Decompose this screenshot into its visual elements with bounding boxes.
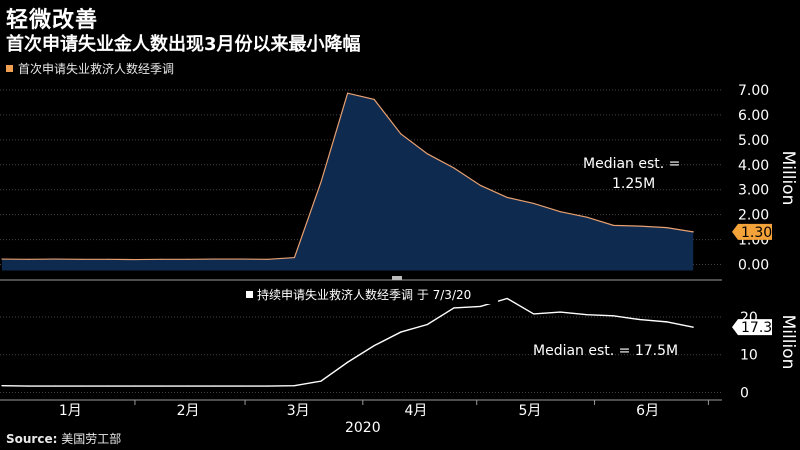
continuing-claims-point	[400, 331, 402, 333]
bottom-unit-label: Million	[778, 315, 798, 370]
initial-claims-point	[267, 258, 269, 260]
initial-claims-point	[559, 211, 561, 213]
continuing-claims-point	[27, 385, 30, 387]
initial-claims-point	[612, 224, 615, 226]
continuing-claims-point	[479, 305, 482, 307]
x-month-label: 1月	[59, 403, 82, 419]
bottom-ytick-label: 0	[740, 385, 749, 401]
x-axis: 1月 2月 3月 4月 5月 6月 2020	[0, 399, 722, 436]
initial-claims-point	[479, 184, 482, 187]
top-ytick-label: 5.00	[738, 133, 769, 149]
top-ytick-label: 3.00	[738, 183, 769, 199]
legend-swatch-continuing	[246, 291, 253, 298]
continuing-claims-point	[320, 380, 322, 382]
continuing-claims-point	[293, 385, 296, 387]
initial-claims-point	[134, 258, 136, 261]
x-month-label: 4月	[405, 403, 428, 419]
initial-claims-point	[400, 133, 402, 135]
initial-claims-point	[320, 181, 322, 183]
initial-claims-area	[2, 93, 694, 271]
initial-claims-point	[692, 231, 694, 233]
source-note: Source: 美国劳工部	[6, 430, 121, 447]
continuing-claims-point	[639, 319, 641, 321]
continuing-claims-point	[666, 321, 668, 323]
top-ytick-label: 0.00	[738, 258, 769, 274]
continuing-claims-point	[506, 297, 508, 300]
initial-claims-point	[373, 98, 375, 101]
initial-claims-point	[639, 225, 641, 227]
chart-subtitle: 首次申请失业金人数出现3月份以来最小降幅	[6, 34, 361, 55]
initial-claims-point	[107, 258, 109, 260]
initial-last-value: 1.30	[741, 225, 772, 241]
top-ytick-label: 7.00	[738, 83, 769, 99]
initial-claims-panel: 0.001.002.003.004.005.006.007.001.30Medi…	[0, 83, 798, 274]
continuing-claims-point	[107, 385, 109, 387]
continuing-claims-point	[612, 315, 615, 317]
continuing-claims-point	[81, 385, 83, 387]
source-value: 美国劳工部	[61, 432, 122, 446]
bottom-ytick-label: 10	[740, 348, 758, 364]
initial-claims-point	[533, 202, 535, 205]
initial-claims-point	[1, 258, 3, 260]
initial-claims-point	[240, 258, 242, 260]
continuing-last-value-badge	[732, 319, 772, 336]
initial-claims-point	[506, 196, 508, 199]
continuing-claims-point	[373, 345, 375, 347]
initial-claims-point	[54, 258, 56, 260]
top-ytick-label: 4.00	[738, 158, 769, 174]
continuing-claims-point	[267, 385, 269, 387]
initial-claims-point	[27, 258, 30, 260]
continuing-claims-point	[187, 385, 189, 387]
initial-claims-point	[586, 216, 588, 218]
continuing-claims-point	[134, 385, 136, 387]
continuing-claims-point	[160, 385, 163, 387]
top-ytick-label: 2.00	[738, 208, 769, 224]
legend-initial-claims: 首次申请失业救济人数经季调	[6, 60, 174, 77]
source-label: Source:	[6, 432, 58, 446]
continuing-claims-point	[453, 307, 455, 309]
x-month-label: 2月	[177, 403, 200, 419]
initial-claims-point	[293, 256, 296, 259]
x-month-label: 6月	[636, 403, 659, 419]
continuing-claims-point	[426, 323, 428, 326]
initial-claims-point	[160, 258, 163, 260]
continuing-claims-point	[214, 385, 216, 387]
initial-last-value-badge	[732, 223, 772, 240]
continuing-claims-point	[586, 314, 588, 316]
chart-title: 轻微改善	[6, 8, 99, 33]
top-unit-label: Million	[778, 151, 798, 206]
continuing-claims-point	[559, 311, 561, 313]
x-month-label: 5月	[518, 403, 541, 419]
continuing-claims-point	[533, 313, 535, 315]
legend-continuing-label: 持续申请失业救济人数经季调 于 7/3/20	[257, 287, 471, 302]
initial-claims-point	[453, 167, 455, 169]
continuing-legend-bg	[243, 286, 498, 304]
continuing-median-annotation: Median est. = 17.5M	[533, 343, 678, 359]
legend-initial-label: 首次申请失业救济人数经季调	[18, 62, 175, 76]
initial-claims-point	[347, 92, 349, 94]
continuing-claims-point	[240, 385, 242, 387]
continuing-last-value: 17.3	[741, 320, 772, 336]
x-month-label: 3月	[287, 403, 310, 419]
initial-median-annotation-line2: 1.25M	[612, 176, 655, 192]
continuing-claims-point	[54, 385, 56, 387]
x-year-label: 2020	[345, 420, 381, 436]
top-ytick-label: 6.00	[738, 108, 769, 124]
continuing-claims-point	[692, 326, 694, 328]
initial-claims-point	[81, 258, 83, 260]
initial-median-annotation-line1: Median est. =	[583, 156, 680, 172]
initial-claims-point	[214, 258, 216, 260]
initial-claims-point	[426, 153, 428, 155]
initial-claims-point	[666, 227, 668, 229]
panel-resize-handle[interactable]	[392, 276, 402, 280]
continuing-claims-point	[347, 361, 349, 363]
continuing-claims-point	[1, 385, 3, 387]
legend-swatch-initial	[6, 65, 13, 72]
initial-claims-point	[187, 258, 189, 260]
